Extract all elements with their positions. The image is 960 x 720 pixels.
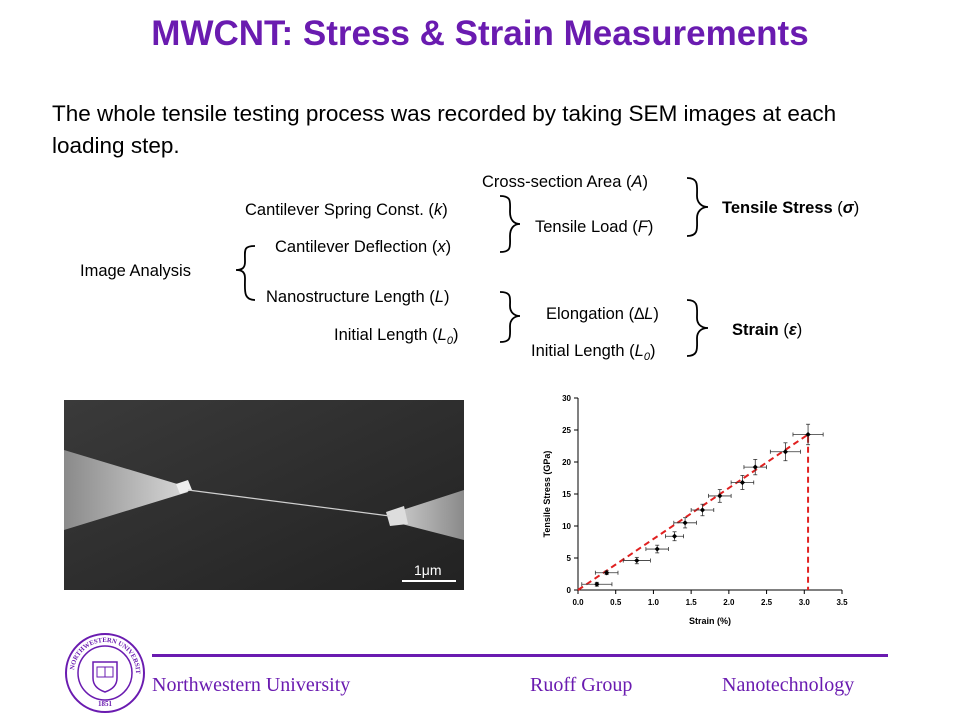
- scale-bar-label: 1μm: [414, 562, 442, 578]
- data-point: [682, 520, 688, 526]
- cross-section-text: Cross-section Area (A): [482, 173, 648, 191]
- strain-text: Strain (ε): [732, 321, 802, 339]
- deflection-text: Cantilever Deflection (x): [275, 238, 451, 256]
- data-point: [752, 464, 758, 470]
- data-point: [671, 533, 678, 539]
- brace-stress: [686, 177, 709, 237]
- initial-length-text: Initial Length (L0): [334, 326, 458, 347]
- brace-elongation: [499, 291, 521, 343]
- nano-length-text: Nanostructure Length (L): [266, 288, 449, 306]
- y-tick-label: 25: [562, 426, 571, 435]
- y-tick-label: 30: [562, 394, 571, 403]
- initial-length2-text: Initial Length (L0): [531, 342, 655, 363]
- image-analysis-label: Image Analysis: [80, 262, 191, 280]
- footer-group: Ruoff Group: [530, 674, 633, 696]
- tensile-stress-text: Tensile Stress (σ): [722, 199, 859, 217]
- left-probe-tip: [64, 450, 188, 530]
- y-tick-label: 20: [562, 458, 571, 467]
- x-tick-label: 0.0: [572, 598, 584, 607]
- brace-load: [499, 195, 521, 253]
- elongation-text: Elongation (∆L): [546, 305, 659, 323]
- brace-image-analysis: [235, 245, 256, 301]
- y-tick-label: 0: [567, 586, 572, 595]
- tensile-load-text: Tensile Load (F): [535, 218, 653, 236]
- x-tick-label: 2.5: [761, 598, 773, 607]
- stress-strain-chart: 0.0 0.5 1.0 1.5 2.0 2.5 3.0 3.5 0 5 10 15 20 25 30 Stra…: [542, 394, 848, 626]
- data-point: [699, 507, 706, 513]
- x-tick-label: 2.0: [723, 598, 735, 607]
- brace-strain: [686, 299, 709, 357]
- fit-line: [577, 432, 810, 591]
- intro-text: The whole tensile testing process was re…: [52, 101, 837, 158]
- right-probe-tip: [390, 490, 464, 540]
- y-tick-label: 5: [567, 554, 572, 563]
- x-tick-label: 3.0: [799, 598, 811, 607]
- footer-topic: Nanotechnology: [722, 674, 855, 696]
- spring-const-text: Cantilever Spring Const. (k): [245, 201, 448, 219]
- x-tick-label: 1.0: [648, 598, 660, 607]
- y-axis-label: Tensile Stress (GPa): [542, 451, 552, 538]
- analysis-flow-diagram: Image Analysis Cantilever Spring Const. …: [80, 173, 859, 363]
- x-tick-label: 0.5: [610, 598, 622, 607]
- nanotube: [187, 489, 391, 517]
- data-point: [634, 557, 640, 564]
- x-axis-label: Strain (%): [689, 616, 731, 626]
- footer-university: Northwestern University: [152, 674, 351, 696]
- data-point: [654, 546, 660, 552]
- university-seal: NORTHWESTERN UNIVERSITY 1851: [64, 632, 145, 713]
- seal-year: 1851: [98, 700, 113, 708]
- y-tick-label: 10: [562, 522, 571, 531]
- slide-title: MWCNT: Stress & Strain Measurements: [151, 14, 809, 53]
- x-tick-label: 3.5: [836, 598, 848, 607]
- data-point: [782, 449, 789, 455]
- y-tick-label: 15: [562, 490, 571, 499]
- sem-image: 1μm: [64, 400, 464, 590]
- x-tick-label: 1.5: [686, 598, 698, 607]
- sem-image-drawing: 1μm: [64, 400, 464, 590]
- footer-divider: [152, 654, 888, 657]
